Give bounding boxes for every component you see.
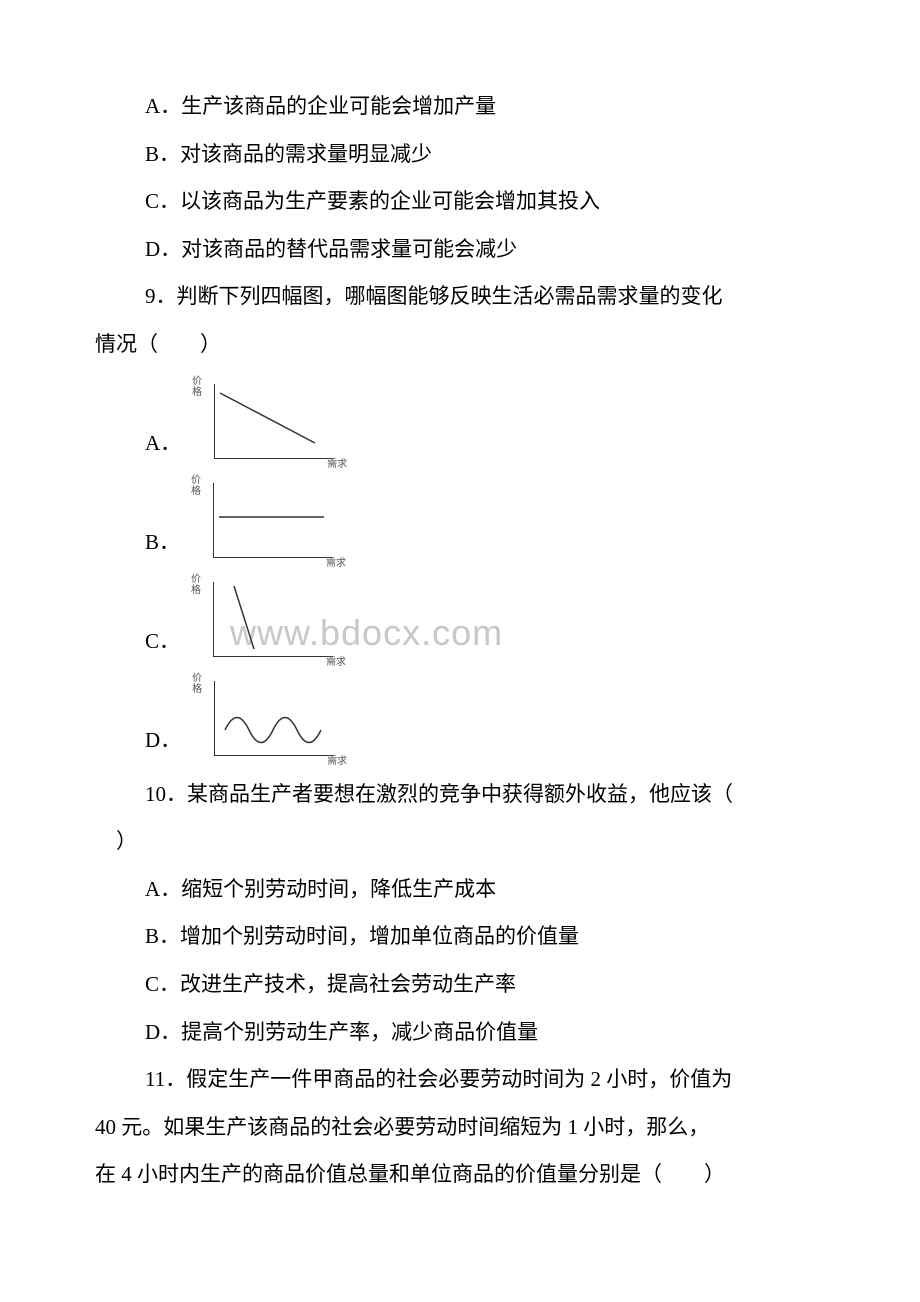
chart-a-ylabel: 价格	[192, 376, 202, 398]
chart-c-xlabel: 需求	[326, 655, 346, 671]
q9-option-a: A． 价格 需求	[145, 376, 825, 471]
q9-option-b: B． 价格 需求	[145, 475, 825, 570]
q9-label-b: B．	[145, 526, 180, 560]
chart-c: 价格 需求	[188, 574, 338, 669]
q9-label-c: C．	[145, 625, 180, 659]
q11-stem-line3: 在 4 小时内生产的商品价值总量和单位商品的价值量分别是（ ）	[95, 1158, 825, 1192]
chart-a-xlabel: 需求	[327, 457, 347, 473]
q8-option-b: B．对该商品的需求量明显减少	[145, 138, 825, 172]
q10-option-b: B．增加个别劳动时间，增加单位商品的价值量	[145, 920, 825, 954]
chart-d: 价格 需求	[189, 673, 339, 768]
q8-option-c: C．以该商品为生产要素的企业可能会增加其投入	[145, 185, 825, 219]
chart-d-xlabel: 需求	[327, 754, 347, 770]
chart-c-ylabel: 价格	[191, 574, 201, 596]
q8-option-d: D．对该商品的替代品需求量可能会减少	[145, 233, 825, 267]
chart-b-xlabel: 需求	[326, 556, 346, 572]
chart-a: 价格 需求	[189, 376, 339, 471]
q8-option-a: A．生产该商品的企业可能会增加产量	[145, 90, 825, 124]
q10-option-a: A．缩短个别劳动时间，降低生产成本	[145, 873, 825, 907]
chart-b: 价格 需求	[188, 475, 338, 570]
q10-stem-line1: 10．某商品生产者要想在激烈的竞争中获得额外收益，他应该（	[145, 778, 825, 812]
chart-d-ylabel: 价格	[192, 673, 202, 695]
chart-c-line	[234, 586, 254, 649]
q9-label-a: A．	[145, 427, 181, 461]
chart-b-ylabel: 价格	[191, 475, 201, 497]
q11-stem-line1: 11．假定生产一件甲商品的社会必要劳动时间为 2 小时，价值为	[145, 1063, 825, 1097]
q9-stem-line2: 情况（ ）	[95, 328, 825, 362]
q10-option-c: C．改进生产技术，提高社会劳动生产率	[145, 968, 825, 1002]
q10-option-d: D．提高个别劳动生产率，减少商品价值量	[145, 1016, 825, 1050]
q9-option-d: D． 价格 需求	[145, 673, 825, 768]
q10-stem-line2: ）	[95, 825, 825, 859]
chart-a-line	[220, 393, 315, 443]
q9-stem-line1: 9．判断下列四幅图，哪幅图能够反映生活必需品需求量的变化	[145, 280, 825, 314]
q9-label-d: D．	[145, 724, 181, 758]
q11-stem-line2: 40 元。如果生产该商品的社会必要劳动时间缩短为 1 小时，那么，	[95, 1111, 825, 1145]
chart-d-line	[225, 717, 321, 742]
